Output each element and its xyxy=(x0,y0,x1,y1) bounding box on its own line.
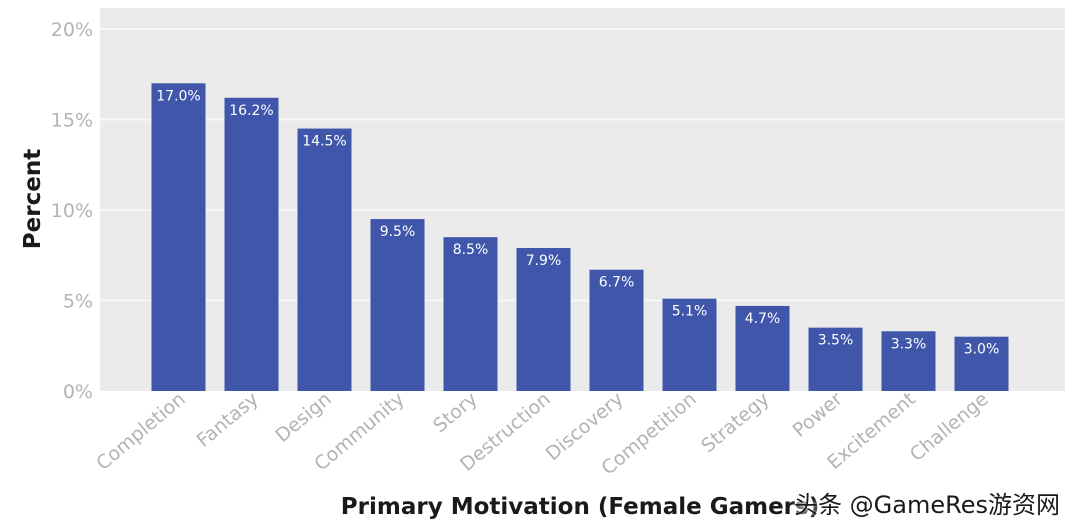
x-tick-label: Completion xyxy=(92,388,190,475)
bar xyxy=(808,327,863,391)
bar xyxy=(589,269,644,391)
bar xyxy=(151,83,206,392)
data-label: 8.5% xyxy=(453,242,489,258)
data-label: 5.1% xyxy=(672,304,708,320)
bar xyxy=(954,336,1009,391)
bar xyxy=(370,219,425,391)
data-label: 17.0% xyxy=(156,88,200,104)
data-label: 14.5% xyxy=(302,134,346,150)
x-axis-title: Primary Motivation (Female Gamers) xyxy=(341,494,819,520)
x-tick-label: Story xyxy=(429,388,482,437)
y-tick-label: 10% xyxy=(51,200,93,222)
x-tick-label: Fantasy xyxy=(193,388,263,452)
y-axis-ticks: 0% 5% 10% 15% 20% xyxy=(51,19,93,403)
y-tick-label: 15% xyxy=(51,110,93,132)
data-label: 3.3% xyxy=(891,336,927,352)
x-tick-label: Power xyxy=(789,388,847,442)
bar xyxy=(735,305,790,391)
bar xyxy=(297,128,352,392)
y-tick-label: 5% xyxy=(63,291,93,313)
bar xyxy=(881,331,936,391)
bar xyxy=(443,237,498,391)
data-label: 3.0% xyxy=(964,342,1000,358)
data-label: 7.9% xyxy=(526,253,562,269)
x-tick-label: Strategy xyxy=(697,388,774,457)
y-tick-label: 20% xyxy=(51,19,93,41)
data-label: 9.5% xyxy=(380,224,416,240)
bar xyxy=(516,248,571,391)
x-tick-label: Challenge xyxy=(906,388,993,466)
bar xyxy=(224,97,279,391)
data-label: 6.7% xyxy=(599,275,635,291)
y-axis-title: Percent xyxy=(20,149,46,249)
data-labels: 17.0% 16.2% 14.5% 9.5% 8.5% 7.9% 6.7% 5.1% 4.7% 3… xyxy=(156,88,999,357)
data-label: 3.5% xyxy=(818,333,854,349)
bars xyxy=(151,83,1009,392)
watermark: 头条 @GameRes游资网 xyxy=(794,491,1060,519)
x-tick-label: Design xyxy=(271,388,335,447)
data-label: 4.7% xyxy=(745,311,781,327)
bar xyxy=(662,298,717,391)
data-label: 16.2% xyxy=(229,103,273,119)
y-tick-label: 0% xyxy=(63,381,93,403)
